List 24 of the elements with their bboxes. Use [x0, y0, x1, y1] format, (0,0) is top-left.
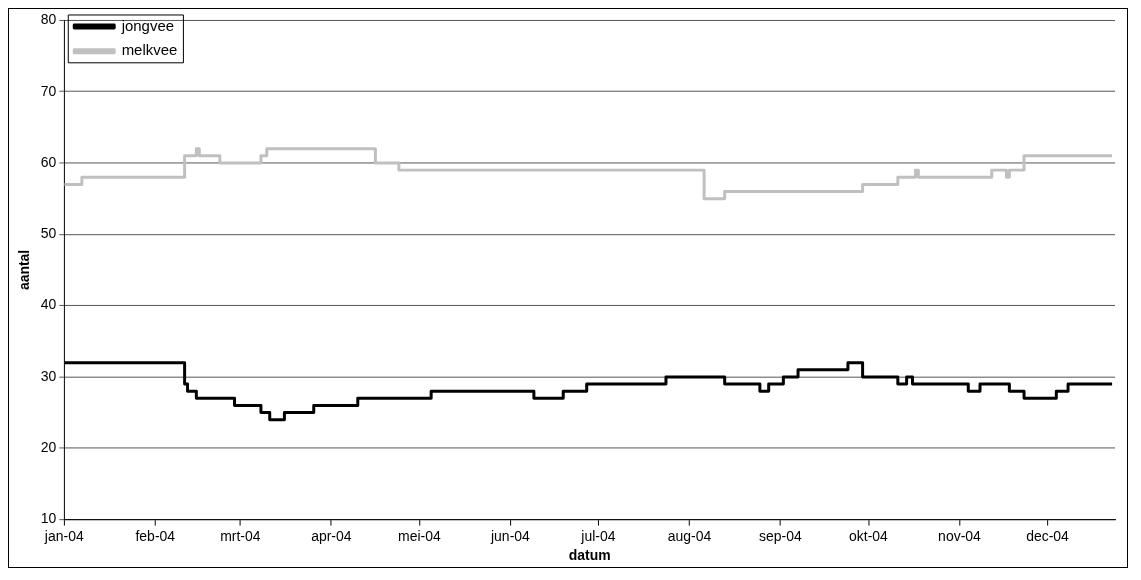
y-tick-label: 50 [40, 225, 57, 242]
x-tick-label: aug-04 [667, 527, 712, 544]
legend-label: melkvee [121, 41, 178, 59]
y-tick-label: 70 [40, 82, 57, 99]
x-tick-label: apr-04 [311, 527, 352, 544]
x-tick-label: jun-04 [489, 527, 531, 544]
y-axis-title: aantal [16, 249, 33, 291]
legend-label: jongvee [120, 16, 175, 34]
x-tick-label: okt-04 [849, 527, 889, 544]
y-tick-label: 60 [40, 153, 57, 170]
y-tick-label: 20 [40, 439, 57, 456]
x-axis-title: datum [568, 547, 611, 564]
x-tick-label: nov-04 [938, 527, 982, 544]
x-tick-label: feb-04 [135, 527, 176, 544]
y-tick-label: 40 [40, 296, 57, 313]
y-tick-label: 10 [40, 510, 57, 527]
y-tick-label: 80 [40, 11, 57, 28]
x-tick-label: jan-04 [43, 527, 84, 544]
x-tick-label: jul-04 [580, 527, 616, 544]
y-tick-label: 30 [40, 367, 57, 384]
x-tick-label: sep-04 [759, 527, 803, 544]
x-tick-label: dec-04 [1026, 527, 1070, 544]
x-tick-label: mrt-04 [220, 527, 261, 544]
x-tick-label: mei-04 [398, 527, 441, 544]
